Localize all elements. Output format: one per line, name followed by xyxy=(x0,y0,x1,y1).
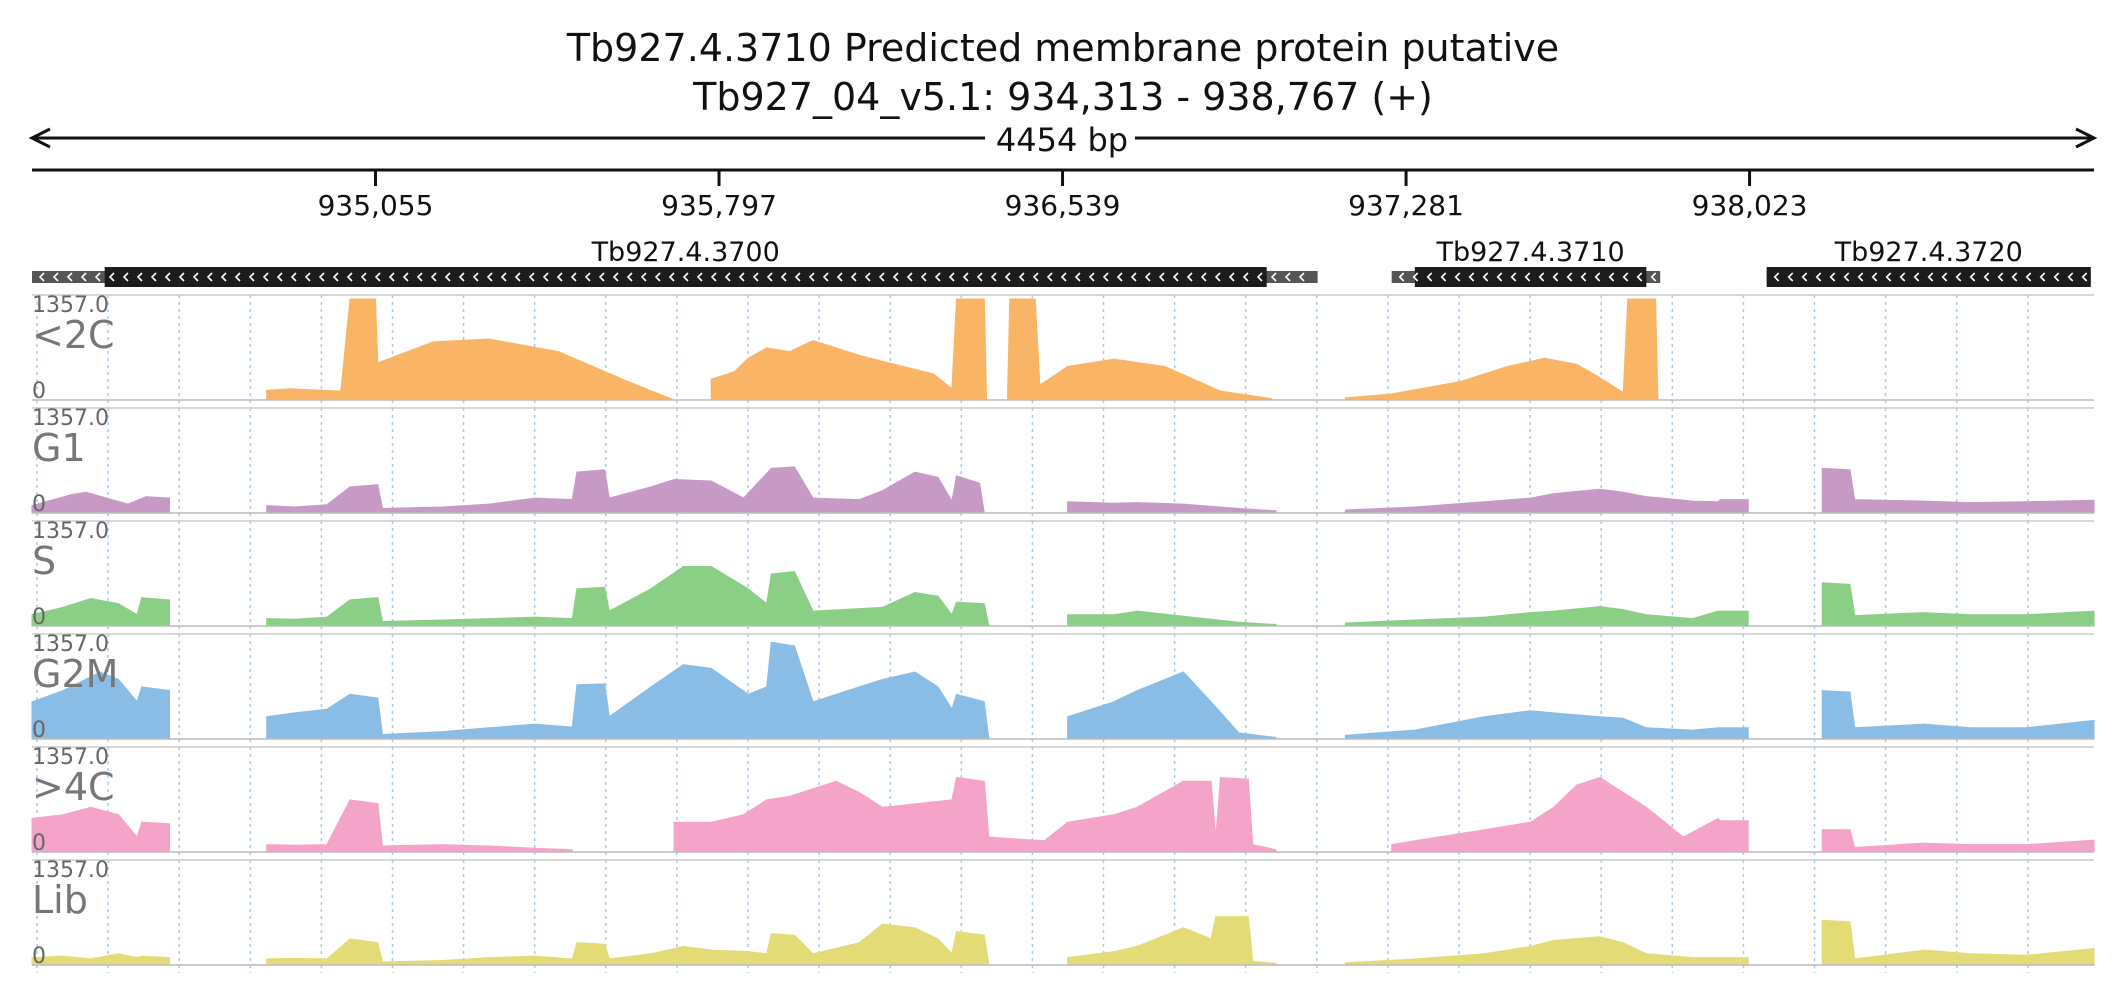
coverage-area xyxy=(1821,829,2095,853)
track-ymax-label: 1357.0 xyxy=(32,858,109,883)
coverage-area xyxy=(673,777,1277,853)
coverage-area xyxy=(1821,919,2095,966)
track-ymax-label: 1357.0 xyxy=(32,519,109,544)
coverage-area xyxy=(1391,777,1749,853)
coverage-area xyxy=(266,641,990,740)
gene-cds xyxy=(104,267,1267,287)
span-arrow-right xyxy=(2075,127,2098,149)
gene-strand-arrows xyxy=(38,272,1305,282)
gene-label: Tb927.4.3710 xyxy=(1435,237,1624,268)
coverage-area xyxy=(266,298,675,401)
coverage-area xyxy=(31,671,170,740)
gene-cds xyxy=(1414,267,1647,287)
coverage-area xyxy=(1067,916,1277,966)
coverage-area xyxy=(1344,298,1659,401)
axis-tick-label: 935,055 xyxy=(318,189,434,222)
coverage-area xyxy=(31,953,170,966)
track-ymax-label: 1357.0 xyxy=(32,293,109,318)
genomic-axis: 935,055 935,797 936,539 937,281 938,023 xyxy=(32,168,2094,222)
coverage-area xyxy=(710,298,988,401)
coverage-area xyxy=(266,923,990,966)
coverage-area xyxy=(1344,936,1749,966)
track-name: G1 xyxy=(32,426,86,470)
coverage-area xyxy=(266,566,990,627)
chart-subtitle: Tb927_04_v5.1: 934,313 - 938,767 (+) xyxy=(693,75,1433,119)
track-ymin-label: 0 xyxy=(32,492,46,517)
track-ymax-label: 1357.0 xyxy=(32,406,109,431)
coverage-track: 1357.0 0 <2C xyxy=(32,293,2094,408)
coverage-track: 1357.0 0 >4C xyxy=(31,745,2095,860)
gene-label: Tb927.4.3720 xyxy=(1834,237,2023,268)
coverage-area xyxy=(1821,582,2095,627)
span-label: 4454 bp xyxy=(996,121,1128,159)
track-name: <2C xyxy=(32,313,115,357)
coverage-track: 1357.0 0 Lib xyxy=(31,858,2095,973)
track-name: G2M xyxy=(32,652,118,696)
coverage-area xyxy=(1821,690,2095,740)
coverage-area xyxy=(31,491,170,514)
track-name: >4C xyxy=(32,765,115,809)
coverage-area xyxy=(31,806,170,853)
coverage-area xyxy=(1344,710,1749,740)
coverage-area xyxy=(1067,671,1277,740)
track-name: S xyxy=(32,539,56,583)
gene-track: Tb927.4.3700 Tb927.4.3710 Tb927.4.3720 xyxy=(32,237,2091,287)
coverage-area xyxy=(1344,488,1749,514)
coverage-area xyxy=(1067,501,1277,514)
track-ymax-label: 1357.0 xyxy=(32,745,109,770)
coverage-area xyxy=(266,466,985,514)
coverage-area xyxy=(1821,467,2095,514)
coverage-track: 1357.0 0 S xyxy=(31,519,2095,634)
axis-tick-label: 938,023 xyxy=(1692,189,1808,222)
track-ymax-label: 1357.0 xyxy=(32,632,109,657)
coverage-area xyxy=(31,597,170,627)
track-ymin-label: 0 xyxy=(32,605,46,630)
gene-strand-arrows xyxy=(1773,272,2088,282)
gene-strand-arrows xyxy=(1398,272,1657,282)
axis-tick-label: 935,797 xyxy=(661,189,777,222)
axis-tick-label: 936,539 xyxy=(1005,189,1121,222)
span-indicator: 4454 bp xyxy=(28,121,2098,159)
coverage-tracks: 1357.00<2C1357.00G11357.00S1357.00G2M135… xyxy=(31,293,2095,973)
coverage-area xyxy=(266,799,573,853)
coverage-area xyxy=(1006,298,1272,401)
chart-title: Tb927.4.3710 Predicted membrane protein … xyxy=(566,26,1560,70)
gene-label: Tb927.4.3700 xyxy=(591,237,780,268)
axis-tick-label: 937,281 xyxy=(1348,189,1464,222)
track-ymin-label: 0 xyxy=(32,944,46,969)
coverage-track: 1357.0 0 G1 xyxy=(31,406,2095,521)
track-ymin-label: 0 xyxy=(32,718,46,743)
track-ymin-label: 0 xyxy=(32,831,46,856)
span-arrow-left xyxy=(28,127,51,149)
track-name: Lib xyxy=(32,878,88,922)
coverage-track: 1357.0 0 G2M xyxy=(31,632,2095,747)
coverage-area xyxy=(1067,610,1277,627)
coverage-area xyxy=(1344,606,1749,627)
track-ymin-label: 0 xyxy=(32,379,46,404)
